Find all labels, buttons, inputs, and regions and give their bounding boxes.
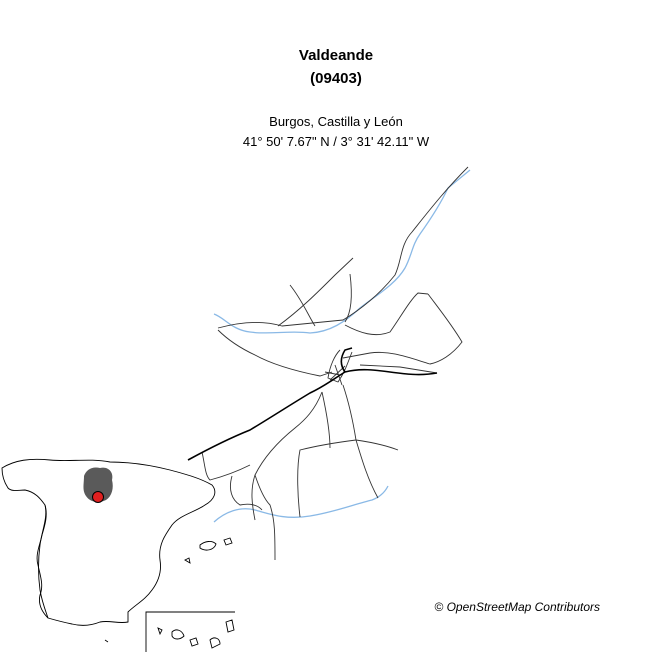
- balearic-islands: [184, 537, 233, 564]
- region-label: Burgos, Castilla y León: [269, 114, 403, 129]
- main-roads: [187, 347, 438, 461]
- main-road-east: [187, 368, 438, 461]
- portugal-border: [38, 504, 49, 619]
- canary-frame: [145, 611, 235, 652]
- inset-iberia: [1, 458, 235, 652]
- municipality-code: (09403): [310, 70, 362, 87]
- river-main: [213, 169, 471, 334]
- attribution: © OpenStreetMap Contributors: [434, 600, 600, 614]
- municipality-name: Valdeande: [298, 47, 374, 64]
- rivers: [213, 169, 471, 523]
- roads: [201, 166, 469, 561]
- main-road-north: [340, 347, 353, 373]
- river-south: [213, 485, 389, 523]
- coordinates-label: 41° 50' 7.67" N / 3° 31' 42.11" W: [242, 134, 430, 149]
- province-burgos: [83, 467, 113, 503]
- canary-islands: [104, 619, 235, 649]
- location-marker: [92, 491, 104, 503]
